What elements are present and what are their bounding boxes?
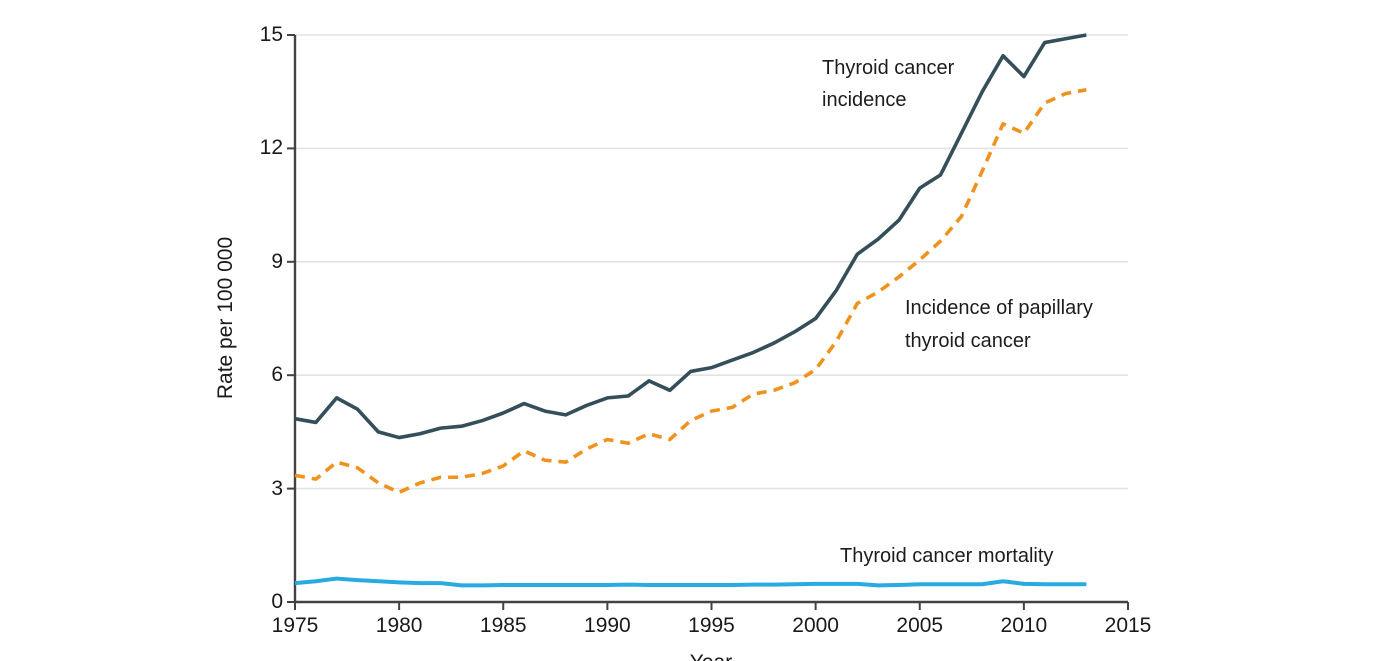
y-axis-tick-label-6: 6	[271, 363, 283, 387]
y-axis-tick-label-3: 3	[271, 476, 283, 500]
x-axis-tick-label-1995: 1995	[688, 614, 735, 637]
x-axis-tick-label-1980: 1980	[375, 614, 423, 637]
y-axis-tick-label-9: 9	[271, 249, 283, 273]
y-axis-tick-label-0: 0	[271, 590, 283, 613]
series-label-line: thyroid cancer	[905, 330, 1031, 352]
series-label-thyroid-cancer-incidence: Thyroid cancer incidence	[822, 52, 954, 116]
x-axis-tick-label-2010: 2010	[1000, 614, 1048, 637]
x-axis-tick-label-1985: 1985	[479, 614, 527, 637]
series-label-line: Incidence of papillary	[905, 297, 1093, 319]
x-axis-tick-label-2005: 2005	[896, 614, 944, 637]
series-label-line: incidence	[822, 89, 907, 111]
series-label-line: Thyroid cancer	[822, 57, 955, 79]
x-axis-tick-label-2000: 2000	[792, 614, 839, 637]
series-label-line: Thyroid cancer mortality	[840, 545, 1054, 567]
y-axis-tick-label-15: 15	[259, 23, 283, 46]
series-line-thyroid-cancer-incidence	[294, 33, 1087, 440]
x-axis-tick-label-1990: 1990	[584, 614, 631, 637]
x-axis-tick-label-2015: 2015	[1104, 614, 1152, 637]
y-axis-tick-label-12: 12	[259, 136, 283, 160]
series-label-papillary-thyroid-cancer: Incidence of papillary thyroid cancer	[905, 292, 1093, 358]
series-label-thyroid-cancer-mortality: Thyroid cancer mortality	[840, 540, 1053, 572]
x-axis-title: Year	[690, 651, 732, 661]
x-axis-tick-label-1975: 1975	[271, 614, 319, 637]
series-line-thyroid-cancer-mortality	[294, 576, 1087, 588]
